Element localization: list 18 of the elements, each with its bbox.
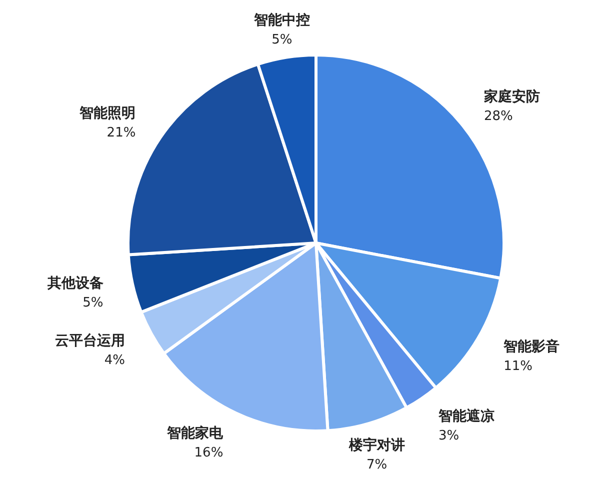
data-label: 21% (106, 125, 136, 140)
data-label: 11% (504, 358, 533, 374)
data-label: 16% (194, 445, 224, 460)
slice-label: 智能中控 (252, 12, 310, 29)
slice-label: 家庭安防 (482, 88, 540, 106)
data-label: 5% (82, 296, 104, 311)
data-label: 5% (272, 32, 292, 48)
data-label: 3% (438, 428, 460, 444)
slice-label: 智能家电 (166, 424, 224, 442)
slice-label: 智能照明 (78, 105, 136, 122)
data-label: 4% (104, 353, 125, 368)
slice-label: 智能影音 (502, 338, 560, 355)
slice-label: 楼宇对讲 (348, 436, 405, 454)
slice-label: 其他设备 (46, 276, 104, 292)
slice-label: 云平台运用 (54, 333, 125, 350)
data-label: 7% (366, 457, 388, 472)
slice-label: 智能遮凉 (438, 407, 495, 424)
data-label: 28% (484, 109, 513, 124)
